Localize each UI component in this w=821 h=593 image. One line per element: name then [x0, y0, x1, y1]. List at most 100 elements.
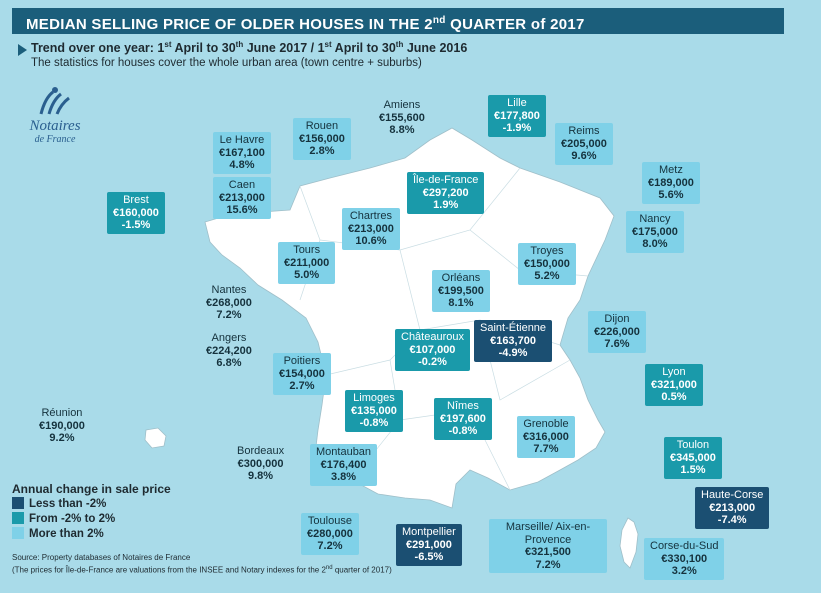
legend-title: Annual change in sale price	[12, 482, 171, 496]
city-name: Montauban	[316, 446, 372, 458]
city-name: Amiens	[383, 99, 421, 111]
city-change: -7.4%	[717, 514, 747, 526]
legend-label: From -2% to 2%	[29, 513, 116, 525]
city-price: €291,000	[405, 538, 452, 551]
city-name: Orléans	[441, 272, 481, 284]
city-price: €160,000	[113, 206, 159, 219]
city-change: 2.7%	[289, 380, 315, 392]
city-price: €177,800	[494, 109, 540, 122]
label-amiens: Amiens €155,600 8.8%	[373, 97, 431, 139]
city-price: €300,000	[237, 457, 284, 470]
label-orleans: Orléans €199,500 8.1%	[432, 270, 490, 312]
label-reunion: Réunion €190,000 9.2%	[33, 405, 91, 447]
city-name: Lyon	[662, 366, 686, 378]
city-change: 9.2%	[49, 432, 75, 444]
city-name: Nancy	[639, 213, 671, 225]
trend-sup: st	[164, 40, 172, 49]
city-name: Brest	[123, 194, 149, 206]
city-name: Grenoble	[523, 418, 569, 430]
legend-label: More than 2%	[29, 528, 104, 540]
city-price: €280,000	[307, 527, 353, 540]
city-price: €224,200	[206, 344, 252, 357]
label-corse-du-sud: Corse-du-Sud €330,100 3.2%	[644, 538, 725, 580]
city-price: €321,000	[651, 378, 697, 391]
notaires-emblem-icon	[39, 87, 70, 115]
city-change: 8.0%	[642, 238, 668, 250]
city-change: 7.2%	[216, 309, 242, 321]
city-name: Chartres	[349, 210, 393, 222]
label-brest: Brest €160,000 -1.5%	[107, 192, 165, 234]
city-name: Réunion	[41, 407, 83, 419]
label-chateauroux: Châteauroux €107,000 -0.2%	[395, 329, 470, 371]
city-name: Toulouse	[307, 515, 352, 527]
logo-name: Notaires	[29, 118, 81, 134]
city-name: Dijon	[604, 313, 630, 325]
reunion-island	[144, 427, 167, 449]
city-change: 6.8%	[216, 357, 242, 369]
city-price: €176,400	[320, 458, 367, 471]
trend-part: June 2017 / 1	[243, 41, 325, 56]
city-name: Corse-du-Sud	[650, 540, 719, 552]
city-price: €155,600	[379, 111, 425, 124]
city-change: 7.7%	[533, 443, 559, 455]
city-price: €156,000	[299, 132, 345, 145]
legend-swatch	[12, 497, 24, 509]
source-line: Source: Property databases of Notaires d…	[12, 553, 191, 562]
city-name: Angers	[211, 332, 247, 344]
city-price: €135,000	[351, 404, 397, 417]
label-limoges: Limoges €135,000 -0.8%	[345, 390, 403, 432]
label-nantes: Nantes €268,000 7.2%	[200, 282, 258, 324]
label-haute-corse: Haute-Corse €213,000 -7.4%	[695, 487, 770, 529]
source-line: quarter of 2017)	[332, 565, 392, 575]
city-change: -0.8%	[448, 425, 478, 437]
label-rouen: Rouen €156,000 2.8%	[293, 118, 351, 160]
city-name: Montpellier	[402, 526, 456, 538]
legend-item-less-than: Less than -2%	[12, 497, 106, 510]
city-price: €321,500	[525, 546, 571, 558]
corsica-island	[619, 517, 639, 569]
city-change: -0.2%	[418, 356, 447, 368]
city-change: 4.8%	[229, 159, 255, 171]
notaires-logo: Notaires de France	[20, 86, 90, 156]
trend-subtitle: Trend over one year: 1st April to 30th J…	[31, 40, 467, 55]
label-montauban: Montauban €176,400 3.8%	[310, 444, 378, 486]
city-change: -1.9%	[502, 122, 532, 134]
city-name: Caen	[228, 179, 256, 191]
city-price: €211,000	[284, 256, 330, 269]
label-toulon: Toulon €345,000 1.5%	[664, 437, 722, 479]
trend-sup: th	[395, 40, 404, 49]
city-price: €213,000	[219, 191, 265, 204]
trend-sup: st	[324, 40, 332, 49]
label-montpellier: Montpellier €291,000 -6.5%	[396, 524, 462, 566]
city-name: Metz	[659, 164, 683, 176]
source-note: Source: Property databases of Notaires d…	[12, 553, 402, 576]
city-change: 8.1%	[448, 297, 474, 309]
city-price: €150,000	[524, 257, 570, 270]
city-change: -6.5%	[414, 551, 444, 563]
label-nimes: Nîmes €197,600 -0.8%	[434, 398, 492, 440]
label-caen: Caen €213,000 15.6%	[213, 177, 271, 219]
title-end: QUARTER of 2017	[445, 16, 585, 33]
city-name: Poitiers	[283, 355, 321, 367]
city-change: 1.9%	[433, 199, 459, 211]
source-sup: nd	[325, 565, 333, 571]
label-angers: Angers €224,200 6.8%	[200, 330, 258, 372]
city-price: €297,200	[422, 186, 469, 199]
city-name: Île-de-France	[413, 174, 479, 186]
trend-part: June 2016	[403, 41, 468, 56]
label-chartres: Chartres €213,000 10.6%	[342, 208, 400, 250]
city-name: Saint-Étienne	[480, 322, 547, 334]
title-sup: nd	[432, 15, 446, 26]
city-change: 5.0%	[294, 269, 320, 281]
city-price: €213,000	[709, 501, 756, 514]
city-change: -1.5%	[121, 219, 151, 231]
label-saint-etienne: Saint-Étienne €163,700 -4.9%	[474, 320, 553, 362]
city-name: Marseille/ Aix-en-Provence	[505, 521, 591, 546]
city-name: Lille	[507, 97, 527, 109]
city-price: €199,500	[438, 284, 484, 297]
label-dijon: Dijon €226,000 7.6%	[588, 311, 646, 353]
city-price: €189,000	[648, 176, 694, 189]
city-change: 7.2%	[535, 558, 561, 571]
page-title: MEDIAN SELLING PRICE OF OLDER HOUSES IN …	[12, 8, 784, 34]
